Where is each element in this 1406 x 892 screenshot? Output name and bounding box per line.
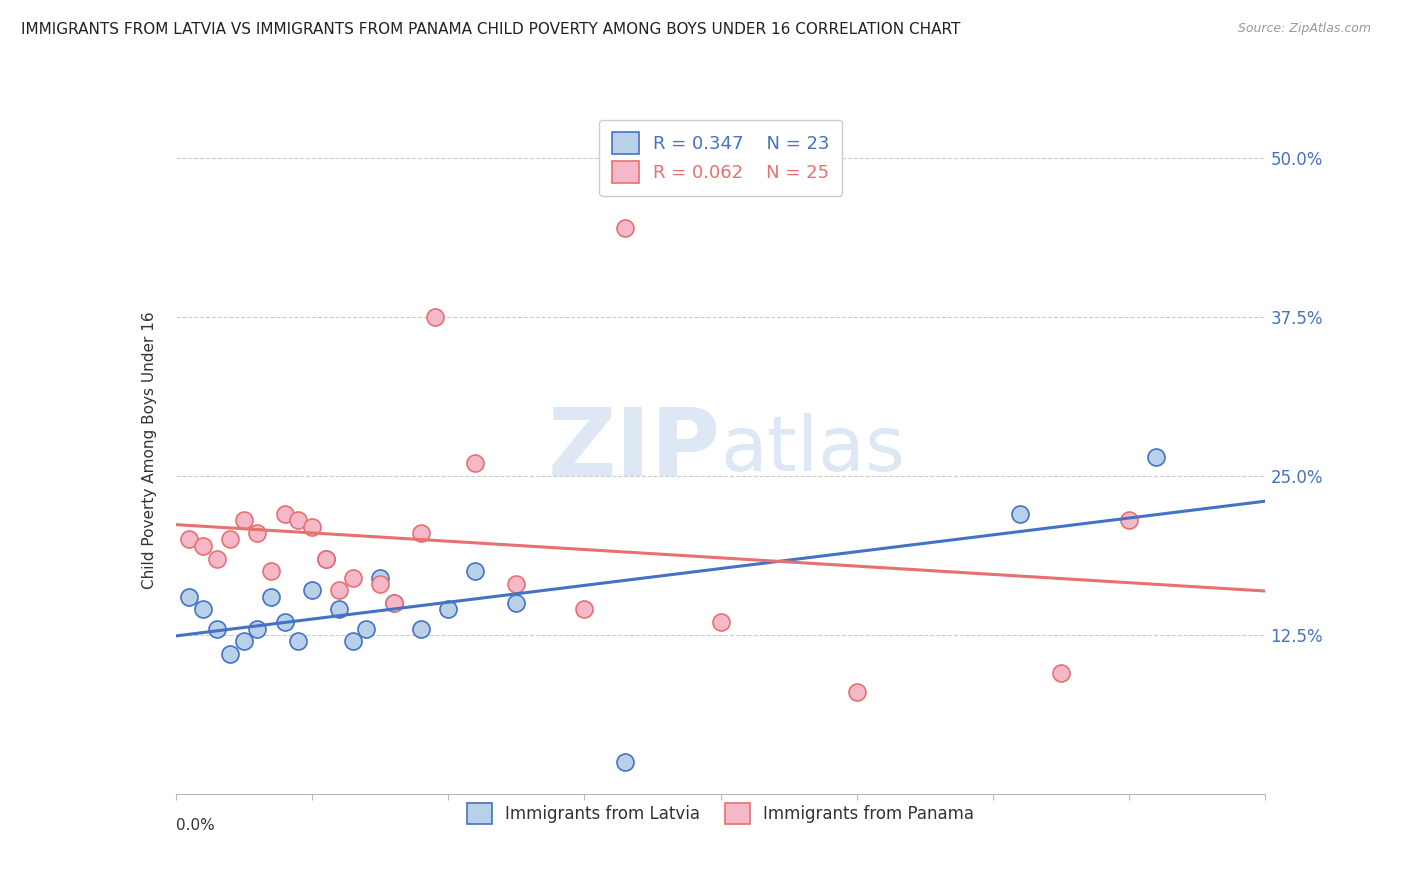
Point — [315, 551, 337, 566]
Point — [382, 596, 405, 610]
Point — [328, 602, 350, 616]
Point — [409, 622, 432, 636]
Point — [1144, 450, 1167, 464]
Point — [845, 685, 868, 699]
Point — [232, 634, 254, 648]
Point — [179, 590, 201, 604]
Point — [368, 571, 391, 585]
Point — [382, 596, 405, 610]
Point — [287, 513, 309, 527]
Point — [191, 539, 214, 553]
Point — [274, 507, 297, 521]
Point — [179, 533, 201, 547]
Point — [505, 577, 527, 591]
Point — [205, 551, 228, 566]
Point — [315, 551, 337, 566]
Point — [464, 564, 486, 578]
Point — [219, 533, 242, 547]
Y-axis label: Child Poverty Among Boys Under 16: Child Poverty Among Boys Under 16 — [142, 311, 157, 590]
Legend: Immigrants from Latvia, Immigrants from Panama: Immigrants from Latvia, Immigrants from … — [460, 797, 981, 830]
Point — [1010, 507, 1032, 521]
Point — [328, 583, 350, 598]
Point — [260, 564, 283, 578]
Point — [710, 615, 733, 630]
Text: 0.0%: 0.0% — [176, 818, 215, 833]
Point — [614, 220, 637, 235]
Point — [368, 577, 391, 591]
Text: Source: ZipAtlas.com: Source: ZipAtlas.com — [1237, 22, 1371, 36]
Text: ZIP: ZIP — [548, 404, 721, 497]
Point — [437, 602, 460, 616]
Point — [191, 602, 214, 616]
Point — [342, 634, 364, 648]
Point — [1118, 513, 1140, 527]
Point — [287, 634, 309, 648]
Point — [246, 526, 269, 541]
Point — [301, 583, 323, 598]
Point — [246, 622, 269, 636]
Point — [574, 602, 596, 616]
Text: atlas: atlas — [721, 414, 905, 487]
Point — [409, 526, 432, 541]
Point — [342, 571, 364, 585]
Point — [614, 755, 637, 769]
Point — [232, 513, 254, 527]
Point — [356, 622, 378, 636]
Point — [464, 456, 486, 470]
Point — [260, 590, 283, 604]
Point — [505, 596, 527, 610]
Point — [301, 520, 323, 534]
Text: IMMIGRANTS FROM LATVIA VS IMMIGRANTS FROM PANAMA CHILD POVERTY AMONG BOYS UNDER : IMMIGRANTS FROM LATVIA VS IMMIGRANTS FRO… — [21, 22, 960, 37]
Point — [274, 615, 297, 630]
Point — [219, 647, 242, 661]
Point — [205, 622, 228, 636]
Point — [1050, 666, 1073, 681]
Point — [423, 310, 446, 324]
